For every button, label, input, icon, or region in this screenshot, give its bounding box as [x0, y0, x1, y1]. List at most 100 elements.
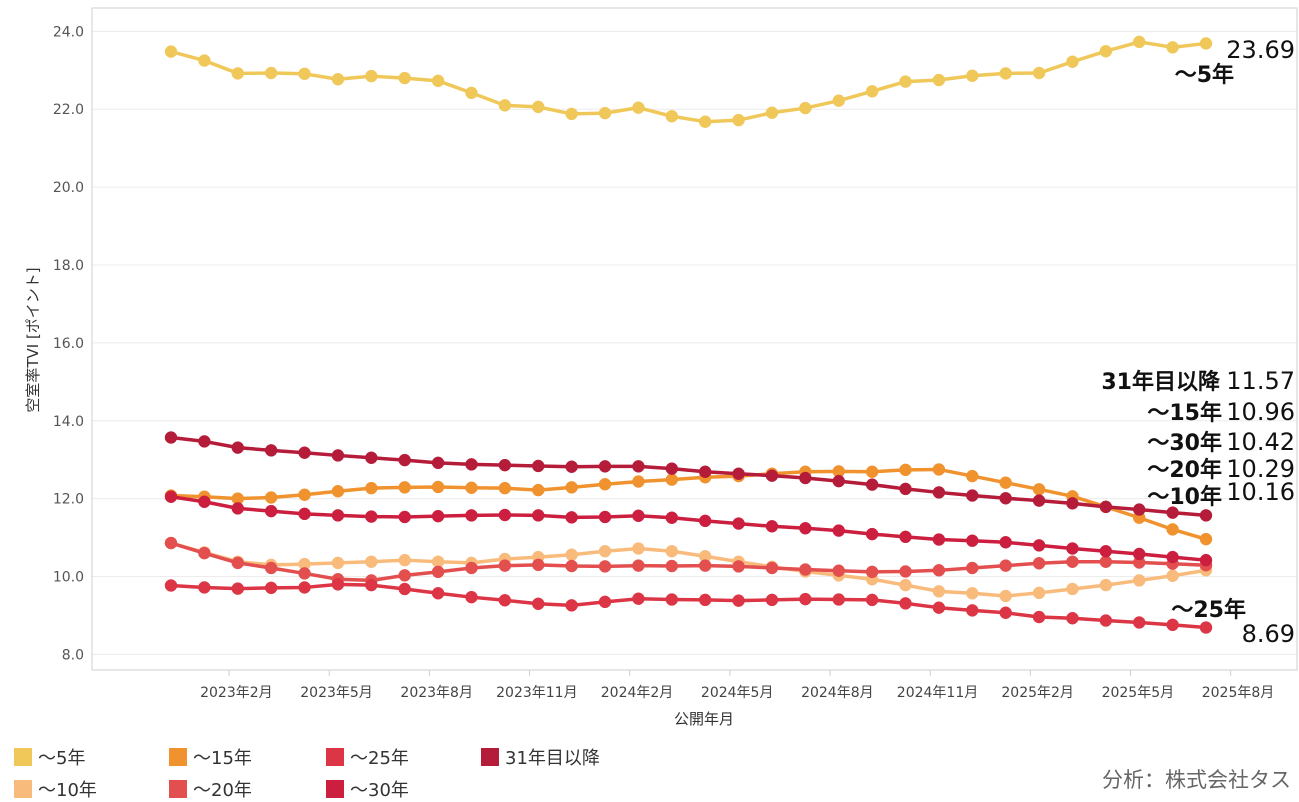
data-point	[498, 594, 512, 607]
data-point	[999, 67, 1012, 80]
legend-item[interactable]: ～30年	[326, 776, 409, 802]
data-point	[198, 546, 211, 560]
legend-swatch	[169, 780, 187, 798]
y-tick-label: 8.0	[62, 647, 84, 663]
data-point	[1066, 611, 1079, 625]
legend-item[interactable]: ～10年	[14, 776, 97, 802]
y-tick-label: 16.0	[53, 336, 84, 352]
data-point	[932, 486, 946, 499]
series-2	[164, 463, 1213, 546]
data-point	[1099, 544, 1113, 558]
data-point	[1099, 614, 1113, 627]
data-point	[1066, 555, 1079, 568]
data-point	[598, 560, 612, 573]
data-point	[865, 527, 879, 541]
data-point	[999, 589, 1012, 603]
plot-border	[91, 7, 1298, 671]
data-point	[698, 115, 712, 128]
data-point	[1032, 66, 1046, 80]
data-point	[665, 462, 679, 475]
series-3	[164, 536, 1213, 587]
data-point	[632, 592, 645, 605]
data-point	[966, 587, 979, 600]
data-point	[966, 469, 979, 483]
data-point	[698, 514, 712, 528]
series-5	[164, 490, 1213, 567]
data-point	[198, 495, 211, 509]
data-point	[665, 593, 679, 606]
data-point	[231, 582, 245, 595]
series-0	[164, 35, 1213, 128]
x-tick-label: 2025年8月	[1202, 685, 1275, 701]
legend-label: ～20年	[193, 780, 252, 801]
end-label-name: ～30年	[1147, 430, 1222, 456]
data-point	[431, 587, 445, 600]
legend-swatch	[14, 748, 32, 766]
data-point	[565, 481, 578, 494]
legend-item[interactable]: ～5年	[14, 744, 85, 770]
legend-item[interactable]: ～25年	[326, 744, 409, 770]
legend-label: ～30年	[350, 780, 409, 801]
data-point	[498, 508, 512, 522]
data-point	[632, 475, 645, 488]
data-point	[1066, 55, 1079, 68]
x-axis-title: 公開年月	[674, 710, 734, 728]
source-credit: 分析：株式会社タス	[1102, 768, 1291, 792]
data-point	[465, 481, 478, 495]
data-point	[1066, 497, 1079, 510]
data-point	[398, 481, 411, 494]
data-point	[598, 544, 612, 558]
end-label-value: 23.69	[1226, 36, 1295, 64]
data-point	[498, 559, 512, 572]
x-tick-label: 2023年5月	[300, 685, 373, 701]
data-point	[264, 504, 278, 518]
data-point	[498, 481, 512, 495]
legend-item[interactable]: ～15年	[169, 744, 252, 770]
data-point	[765, 520, 779, 533]
end-label-value: 10.42	[1226, 428, 1295, 456]
data-point	[1099, 555, 1113, 568]
x-tick-label: 2023年11月	[496, 685, 577, 701]
data-point	[899, 75, 912, 88]
data-point	[598, 106, 612, 120]
x-tick-label: 2024年2月	[601, 685, 674, 701]
data-point	[899, 463, 912, 477]
y-tick-label: 18.0	[53, 258, 84, 274]
data-point	[1199, 532, 1213, 546]
data-point	[732, 113, 745, 127]
series-line	[170, 435, 1207, 518]
data-point	[598, 510, 612, 524]
data-point	[431, 456, 445, 470]
data-point	[765, 469, 779, 482]
data-point	[665, 110, 679, 123]
data-point	[799, 563, 812, 576]
y-axis-title: 空室率TVI [ポイント]	[24, 267, 42, 412]
end-label-value: 10.16	[1226, 478, 1295, 506]
data-point	[1132, 503, 1146, 516]
data-point	[331, 73, 345, 86]
data-point	[1066, 582, 1079, 596]
line-chart: 8.0 10.0 12.0 14.0 16.0 18.0 20.0 22.0 24.0 2023…	[24, 7, 1298, 728]
data-point	[465, 509, 478, 522]
series-line	[170, 494, 1207, 562]
series-line	[170, 541, 1207, 598]
data-point	[999, 606, 1012, 620]
data-point	[632, 509, 645, 523]
data-point	[298, 567, 311, 580]
data-point	[164, 579, 178, 592]
data-point	[999, 559, 1012, 572]
data-point	[1132, 616, 1146, 629]
data-point	[264, 491, 278, 504]
legend-item[interactable]: 31年目以降	[481, 744, 600, 770]
legend-item[interactable]: ～20年	[169, 776, 252, 802]
data-point	[632, 559, 645, 572]
data-point	[565, 559, 578, 573]
data-point	[398, 453, 411, 467]
data-point	[1199, 37, 1213, 50]
data-point	[665, 559, 679, 573]
data-point	[865, 465, 879, 479]
data-point	[1166, 41, 1179, 54]
data-point	[231, 502, 245, 515]
x-tick-label: 2024年11月	[897, 685, 978, 701]
legend-label: ～5年	[38, 748, 86, 769]
